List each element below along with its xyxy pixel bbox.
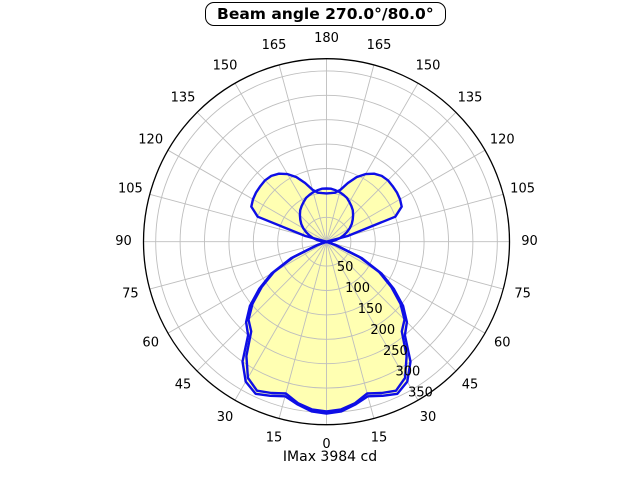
angle-tick-label: 30	[420, 410, 437, 425]
grid-spoke	[234, 82, 327, 242]
angle-tick-label: 30	[217, 410, 234, 425]
grid-spoke	[234, 241, 327, 401]
grid-spoke	[149, 241, 327, 290]
angle-tick-label: 45	[462, 378, 479, 393]
radius-tick-label: 200	[370, 323, 395, 338]
angle-tick-label: 0	[322, 437, 330, 452]
angle-tick-label: 90	[521, 234, 538, 249]
grid-spoke	[167, 149, 327, 243]
beam-curve-curve-1	[245, 187, 408, 413]
grid-spoke	[326, 82, 419, 242]
chart-title: Beam angle 270.0°/80.0°	[205, 2, 446, 26]
angle-tick-label: 135	[458, 91, 483, 106]
grid-spoke	[326, 64, 375, 242]
beam-curve-curve-2	[241, 172, 412, 415]
angle-tick-label: 120	[138, 133, 163, 148]
angle-tick-label: 90	[115, 234, 132, 249]
angle-tick-label: 60	[142, 336, 159, 351]
radius-tick-label: 250	[383, 344, 408, 359]
grid-spoke	[326, 241, 504, 290]
grid-spoke	[326, 241, 419, 401]
grid-spoke	[196, 111, 327, 243]
angle-tick-label: 105	[510, 182, 535, 197]
imax-label: IMax 3984 cd	[282, 449, 378, 465]
angle-tick-label: 75	[122, 287, 139, 302]
angle-tick-label: 15	[266, 430, 283, 445]
radius-tick-label: 50	[337, 260, 354, 275]
angle-tick-label: 120	[490, 133, 515, 148]
angle-tick-label: 150	[213, 58, 238, 73]
angle-tick-label: 15	[371, 430, 388, 445]
grid-spoke	[326, 241, 375, 419]
radius-tick-label: 150	[358, 302, 383, 317]
angle-tick-label: 180	[314, 31, 339, 46]
angle-tick-label: 165	[262, 38, 287, 53]
outer-ring	[142, 58, 511, 426]
radius-tick-label: 350	[408, 386, 433, 401]
grid-spoke	[278, 241, 327, 419]
angle-tick-label: 150	[416, 58, 441, 73]
angle-tick-label: 45	[175, 378, 192, 393]
radius-tick-label: 100	[345, 281, 370, 296]
grid-spoke	[326, 241, 486, 334]
grid-spoke	[278, 64, 327, 242]
grid-spoke	[326, 111, 457, 243]
grid-spoke	[326, 149, 486, 243]
grid-spoke	[167, 241, 327, 334]
angle-tick-label: 165	[367, 38, 392, 53]
angle-tick-label: 135	[171, 91, 196, 106]
chart-title-text: Beam angle 270.0°/80.0°	[217, 5, 434, 23]
radius-tick-label: 300	[395, 365, 420, 380]
angle-tick-label: 105	[118, 182, 143, 197]
grid-spoke	[196, 241, 327, 372]
angle-tick-label: 60	[494, 336, 511, 351]
grid-spoke	[326, 241, 457, 372]
angle-tick-label: 75	[514, 287, 531, 302]
